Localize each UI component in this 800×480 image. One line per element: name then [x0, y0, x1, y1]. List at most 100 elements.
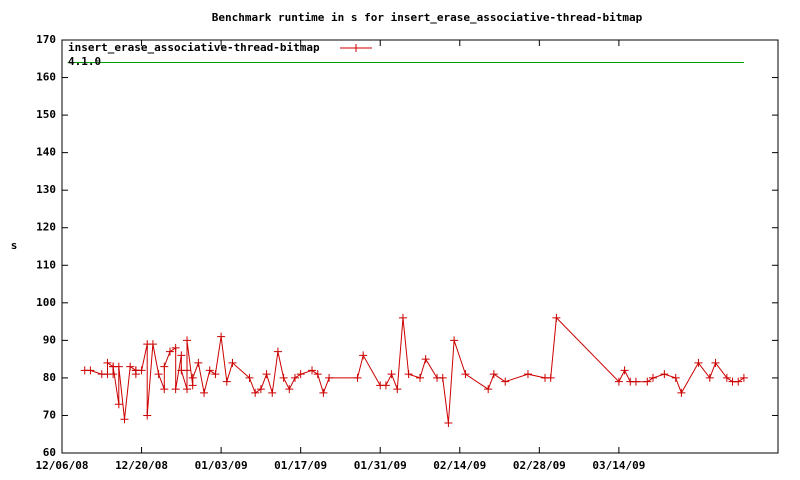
legend-label: insert_erase_associative-thread-bitmap — [68, 41, 320, 54]
marker — [143, 411, 152, 420]
marker — [648, 373, 657, 382]
marker — [387, 370, 396, 379]
chart-title: Benchmark runtime in s for insert_erase_… — [212, 11, 643, 24]
marker — [211, 370, 220, 379]
marker — [421, 355, 430, 364]
marker — [308, 366, 317, 375]
marker — [183, 385, 192, 394]
plot-border — [61, 39, 779, 454]
marker — [325, 373, 334, 382]
x-tick-label: 03/14/09 — [592, 459, 645, 472]
y-tick-label: 150 — [36, 108, 56, 121]
marker — [114, 400, 123, 409]
y-tick-label: 70 — [43, 408, 56, 421]
y-tick-label: 90 — [43, 333, 56, 346]
marker — [126, 362, 135, 371]
marker — [631, 377, 640, 386]
marker — [103, 358, 112, 367]
marker — [120, 415, 129, 424]
marker — [86, 366, 95, 375]
marker — [501, 377, 510, 386]
x-tick-label: 02/14/09 — [433, 459, 486, 472]
marker — [614, 377, 623, 386]
marker — [359, 351, 368, 360]
marker — [290, 373, 299, 382]
marker — [188, 381, 197, 390]
marker — [228, 358, 237, 367]
marker — [217, 332, 226, 341]
marker — [171, 343, 180, 352]
x-tick-label: 12/20/08 — [115, 459, 168, 472]
marker — [222, 377, 231, 386]
marker — [183, 336, 192, 345]
marker — [671, 373, 680, 382]
marker — [739, 373, 748, 382]
marker — [660, 370, 669, 379]
marker — [205, 366, 214, 375]
marker — [552, 313, 561, 322]
marker — [677, 388, 686, 397]
marker — [148, 340, 157, 349]
x-tick-label: 12/06/08 — [36, 459, 89, 472]
marker — [734, 377, 743, 386]
marker — [438, 373, 447, 382]
y-tick-label: 140 — [36, 146, 56, 159]
marker — [109, 370, 118, 379]
marker — [171, 385, 180, 394]
marker — [245, 373, 254, 382]
marker — [160, 385, 169, 394]
marker — [188, 373, 197, 382]
marker — [711, 358, 720, 367]
marker — [137, 366, 146, 375]
marker — [484, 385, 493, 394]
marker — [154, 370, 163, 379]
marker — [165, 347, 174, 356]
marker — [268, 388, 277, 397]
marker — [251, 388, 260, 397]
y-tick-label: 120 — [36, 221, 56, 234]
y-tick-label: 110 — [36, 258, 56, 271]
y-tick-label: 170 — [36, 33, 56, 46]
marker — [461, 370, 470, 379]
marker — [183, 366, 192, 375]
marker — [705, 373, 714, 382]
marker — [296, 370, 305, 379]
marker — [313, 370, 322, 379]
marker — [643, 377, 652, 386]
marker — [381, 381, 390, 390]
marker — [353, 373, 362, 382]
marker — [416, 373, 424, 382]
y-tick-label: 130 — [36, 183, 56, 196]
marker — [523, 370, 532, 379]
x-tick-label: 01/03/09 — [195, 459, 248, 472]
x-tick-label: 01/31/09 — [354, 459, 407, 472]
marker — [352, 44, 360, 52]
x-tick-label: 02/28/09 — [513, 459, 566, 472]
marker — [620, 366, 629, 375]
marker — [256, 385, 265, 394]
marker — [546, 373, 555, 382]
y-tick-label: 80 — [43, 371, 56, 384]
y-tick-label: 60 — [43, 446, 56, 459]
marker — [722, 373, 731, 382]
y-axis-label: s — [11, 239, 18, 252]
marker — [404, 370, 413, 379]
marker — [279, 373, 288, 382]
marker — [194, 358, 203, 367]
marker — [114, 362, 123, 371]
marker — [262, 370, 271, 379]
marker — [285, 385, 294, 394]
marker — [393, 385, 402, 394]
marker — [160, 362, 169, 371]
marker — [177, 351, 186, 360]
marker — [450, 336, 459, 345]
y-tick-label: 100 — [36, 296, 56, 309]
marker — [273, 347, 282, 356]
marker — [398, 313, 407, 322]
marker — [444, 418, 453, 427]
marker — [319, 388, 328, 397]
x-tick-label: 01/17/09 — [274, 459, 327, 472]
marker — [694, 358, 703, 367]
